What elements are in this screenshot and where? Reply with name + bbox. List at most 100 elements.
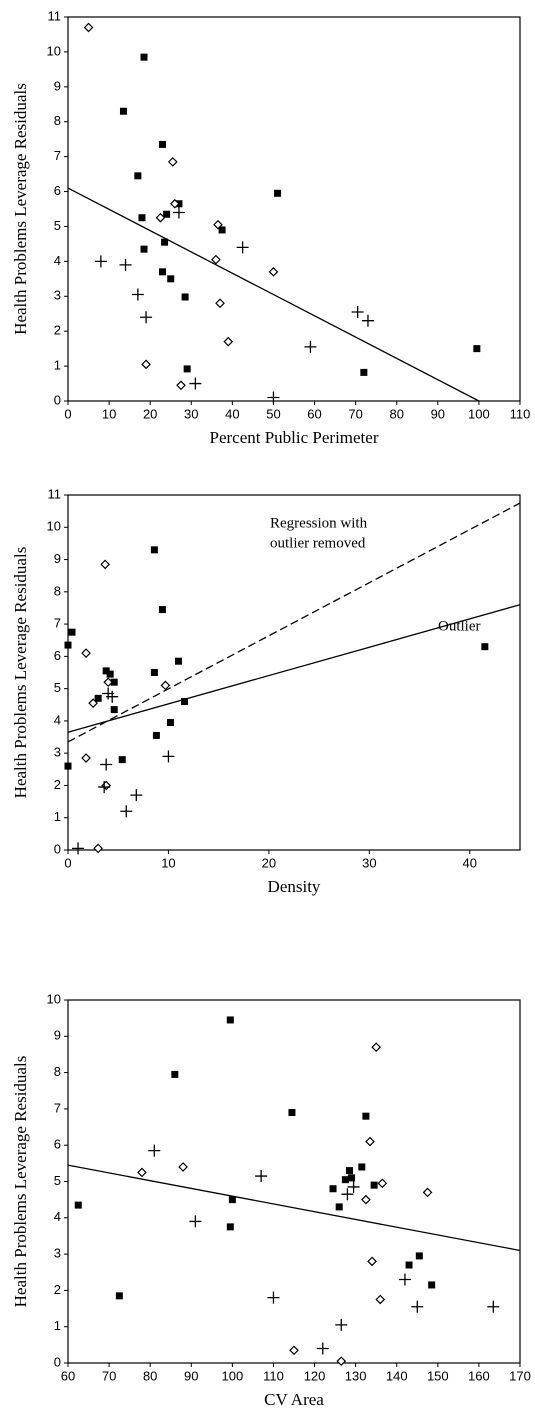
diamond-point <box>81 648 91 658</box>
x-axis-label: Percent Public Perimeter <box>209 428 378 447</box>
plus-point <box>148 1144 161 1157</box>
square-point <box>181 698 189 706</box>
diamond-point <box>100 559 111 570</box>
x-tick-label: 70 <box>348 406 362 421</box>
diamond-point <box>215 298 225 309</box>
x-tick-label: 80 <box>389 406 403 421</box>
diamond-point <box>371 1042 382 1053</box>
square-point <box>150 669 158 676</box>
diamond-point <box>268 266 279 277</box>
y-tick-label: 8 <box>54 1064 61 1079</box>
diamond-point <box>88 698 98 709</box>
diamond-point <box>213 219 223 230</box>
y-axis-label: Health Problems Leverage Residuals <box>11 83 30 335</box>
plus-point <box>172 206 185 219</box>
square-point <box>110 678 118 686</box>
y-tick-label: 1 <box>54 1318 61 1333</box>
plus-point <box>236 241 249 254</box>
square-point <box>481 643 489 651</box>
square-point <box>134 172 142 180</box>
square-point <box>159 140 167 148</box>
square-point <box>405 1261 413 1269</box>
y-tick-label: 7 <box>54 148 61 163</box>
square-point <box>218 226 226 234</box>
square-point <box>68 628 76 636</box>
square-point <box>181 293 189 301</box>
plus-point <box>131 288 144 301</box>
y-tick-label: 0 <box>54 392 61 407</box>
plus-point <box>351 305 364 318</box>
diamond-point <box>141 359 151 370</box>
plus-point <box>267 1291 280 1304</box>
square-point <box>94 694 102 702</box>
square-point <box>360 368 368 376</box>
plus-point <box>98 781 111 794</box>
square-point <box>140 53 148 61</box>
diamond-point <box>176 380 186 391</box>
y-tick-label: 5 <box>54 680 61 695</box>
y-tick-label: 11 <box>48 486 62 501</box>
y-tick-label: 10 <box>47 519 61 534</box>
square-point <box>159 268 167 276</box>
plus-point <box>130 789 143 802</box>
plus-point <box>189 377 202 390</box>
y-tick-label: 2 <box>54 777 61 792</box>
y-tick-label: 3 <box>54 745 61 760</box>
annotation: Regression with <box>270 515 368 531</box>
y-tick-label: 9 <box>54 1028 61 1043</box>
regression-line <box>67 1164 521 1252</box>
square-point <box>226 1016 234 1024</box>
square-point <box>341 1176 349 1184</box>
diamond-point <box>375 1294 386 1305</box>
diamond-point <box>169 198 180 209</box>
diamond-point <box>361 1194 371 1205</box>
square-point <box>362 1112 370 1120</box>
x-tick-label: 120 <box>304 1368 326 1383</box>
plus-point <box>398 1273 411 1286</box>
x-tick-label: 10 <box>102 406 116 421</box>
plus-point <box>72 842 85 855</box>
square-point <box>171 1070 179 1078</box>
y-tick-label: 1 <box>54 809 61 824</box>
square-point <box>163 210 171 218</box>
annotation: Outlier <box>438 618 481 634</box>
regression-line <box>67 604 521 733</box>
y-tick-label: 7 <box>54 1100 61 1115</box>
square-point <box>358 1163 366 1171</box>
x-tick-label: 40 <box>225 406 239 421</box>
regression-line <box>67 187 480 402</box>
x-tick-label: 170 <box>509 1368 531 1383</box>
diamond-point <box>336 1356 347 1367</box>
square-point <box>166 719 174 727</box>
x-tick-label: 70 <box>102 1368 116 1383</box>
y-tick-label: 8 <box>54 113 61 128</box>
plus-point <box>94 255 107 268</box>
square-point <box>102 667 110 675</box>
y-tick-label: 6 <box>54 183 61 198</box>
square-point <box>152 731 160 739</box>
x-tick-label: 130 <box>345 1368 367 1383</box>
plus-point <box>162 750 175 763</box>
plot-frame <box>67 494 521 851</box>
y-tick-label: 0 <box>54 1354 61 1369</box>
x-tick-label: 20 <box>143 406 157 421</box>
x-tick-label: 100 <box>222 1368 244 1383</box>
plus-point <box>347 1180 360 1193</box>
diamond-point <box>167 157 178 167</box>
x-tick-label: 140 <box>386 1368 408 1383</box>
y-tick-label: 0 <box>54 841 61 856</box>
plus-point <box>189 1215 202 1228</box>
diamond-point <box>289 1345 299 1356</box>
square-point <box>161 238 169 246</box>
square-point <box>140 245 148 253</box>
y-tick-label: 2 <box>54 1282 61 1297</box>
square-point <box>348 1174 356 1182</box>
x-tick-label: 60 <box>307 406 321 421</box>
y-tick-label: 1 <box>54 358 61 373</box>
x-tick-label: 30 <box>184 406 198 421</box>
y-tick-label: 4 <box>54 1209 61 1224</box>
square-point <box>174 657 182 665</box>
square-point <box>64 762 72 770</box>
diamond-point <box>377 1178 388 1189</box>
